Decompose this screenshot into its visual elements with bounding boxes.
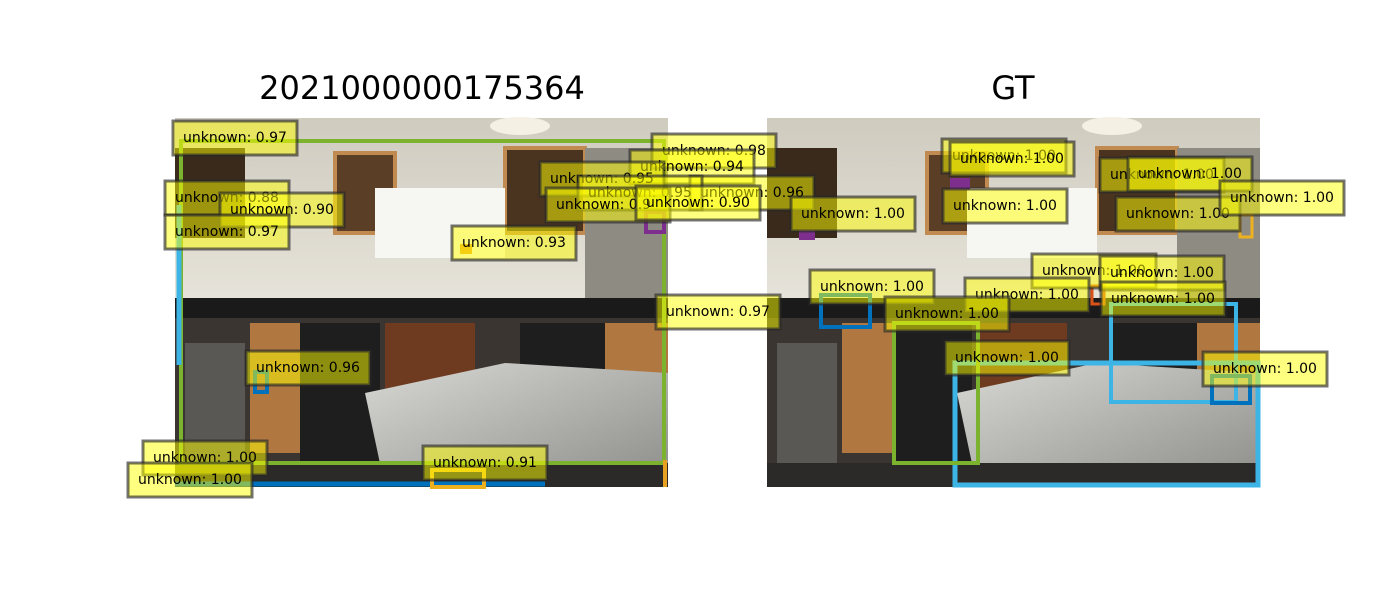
- label-text: unknown: 1.00: [1213, 361, 1317, 377]
- label-box: [450, 224, 578, 262]
- label-text: unknown: 0.91: [433, 455, 537, 471]
- label-box: [941, 187, 1069, 225]
- label-text: unknown: 0.96: [256, 360, 360, 376]
- label-box: [1126, 155, 1254, 193]
- label-box: [171, 119, 299, 157]
- label-text: unknown: 1.00: [1126, 206, 1230, 222]
- detection-label: unknown: 1.00: [126, 461, 254, 499]
- label-text: unknown: 0.90: [646, 195, 750, 211]
- label-box: [883, 295, 1011, 333]
- detection-label: unknown: 1.00: [1099, 280, 1227, 318]
- panel-title: GT: [991, 69, 1035, 107]
- label-text: unknown: 0.97: [175, 224, 279, 240]
- label-text: unknown: 0.94: [640, 159, 744, 175]
- label-text: unknown: 1.00: [1110, 265, 1214, 281]
- panel-title: 2021000000175364: [259, 69, 585, 107]
- detection-label: unknown: 1.00: [808, 268, 936, 306]
- label-text: unknown: 1.00: [895, 306, 999, 322]
- label-text: unknown: 0.97: [183, 130, 287, 146]
- detection-label: unknown: 0.90: [634, 184, 762, 222]
- detection-label: unknown: 1.00: [941, 187, 1069, 225]
- detection-label: unknown: 1.00: [963, 276, 1091, 314]
- detection-label: unknown: 1.00: [883, 295, 1011, 333]
- label-text: unknown: 1.00: [801, 206, 905, 222]
- detection-label: unknown: 0.97: [654, 293, 782, 331]
- label-box: [943, 339, 1071, 377]
- label-text: unknown: 0.97: [666, 304, 770, 320]
- detection-label: unknown: 0.97: [163, 213, 291, 251]
- label-text: unknown: 1.00: [1230, 190, 1334, 206]
- detection-label: unknown: 0.91: [421, 444, 549, 482]
- label-box: [808, 268, 936, 306]
- label-box: [654, 293, 782, 331]
- label-text: unknown: 1.00: [820, 279, 924, 295]
- label-box: [163, 213, 291, 251]
- label-text: unknown: 1.00: [960, 151, 1064, 167]
- label-box: [1099, 280, 1227, 318]
- label-box: [126, 461, 254, 499]
- detection-label: unknown: 0.97: [171, 119, 299, 157]
- detection-label: unknown: 1.00: [1126, 155, 1254, 193]
- label-box: [1201, 350, 1329, 388]
- label-text: unknown: 1.00: [953, 198, 1057, 214]
- label-text: unknown: 1.00: [1111, 291, 1215, 307]
- label-box: [421, 444, 549, 482]
- label-text: unknown: 0.93: [462, 235, 566, 251]
- label-box: [1218, 179, 1346, 217]
- detection-label: unknown: 1.00: [789, 195, 917, 233]
- label-text: unknown: 0.9: [556, 197, 651, 213]
- label-text: unknown: 1.00: [138, 472, 242, 488]
- detection-label: unknown: 0.96: [244, 349, 372, 387]
- label-box: [948, 140, 1076, 178]
- detection-label: unknown: 1.00: [948, 140, 1076, 178]
- detection-label: unknown: 0.93: [450, 224, 578, 262]
- detection-label: unknown: 1.00: [1218, 179, 1346, 217]
- label-text: unknown: 1.00: [1138, 166, 1242, 182]
- label-text: unknown: 1.00: [955, 350, 1059, 366]
- label-box: [634, 184, 762, 222]
- label-box: [244, 349, 372, 387]
- label-box: [789, 195, 917, 233]
- detection-label: unknown: 1.00: [943, 339, 1071, 377]
- detection-label: unknown: 1.00: [1201, 350, 1329, 388]
- label-box: [963, 276, 1091, 314]
